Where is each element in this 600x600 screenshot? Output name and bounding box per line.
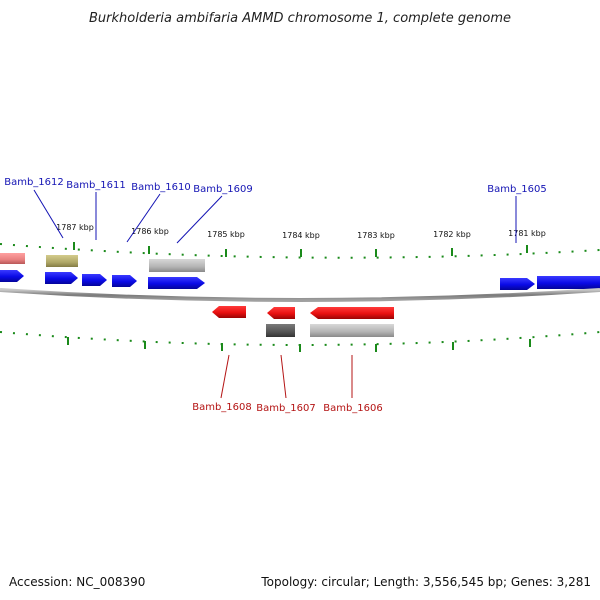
cds-bamb-1611[interactable] xyxy=(82,274,107,286)
forward-gene-labels: Bamb_1612 Bamb_1611 Bamb_1610 Bamb_1609 … xyxy=(4,177,547,195)
gene-label-bamb-1610[interactable]: Bamb_1610 xyxy=(131,182,191,193)
inner-tick-track xyxy=(0,331,600,352)
chromosome-backbone xyxy=(0,288,600,302)
cds-fwd-partial-right[interactable] xyxy=(537,276,600,289)
kbp-labels: 1787 kbp 1786 kbp 1785 kbp 1784 kbp 1783… xyxy=(56,223,546,240)
leader-bamb-1610 xyxy=(126,193,161,243)
accession-text: Accession: NC_008390 xyxy=(9,575,145,589)
leader-bamb-1607 xyxy=(280,354,287,399)
kbp-label-1784: 1784 kbp xyxy=(282,231,320,240)
kbp-label-1782: 1782 kbp xyxy=(433,230,471,239)
cds-bamb-1608[interactable] xyxy=(212,306,246,318)
topology-summary-text: Topology: circular; Length: 3,556,545 bp… xyxy=(260,575,591,589)
kbp-label-1783: 1783 kbp xyxy=(357,231,395,240)
feature-grey-1609[interactable] xyxy=(149,259,205,272)
gene-label-bamb-1606[interactable]: Bamb_1606 xyxy=(323,403,383,414)
kbp-label-1785: 1785 kbp xyxy=(207,230,245,239)
outer-minor-ticks xyxy=(0,243,600,259)
leader-bamb-1608 xyxy=(220,354,230,399)
cds-bamb-1607[interactable] xyxy=(267,307,295,319)
gene-label-bamb-1611[interactable]: Bamb_1611 xyxy=(66,180,126,191)
kbp-label-1786: 1786 kbp xyxy=(131,227,169,236)
leader-bamb-1609 xyxy=(176,195,223,244)
feature-pink-partial[interactable] xyxy=(0,253,25,264)
gene-label-bamb-1609[interactable]: Bamb_1609 xyxy=(193,184,253,195)
kbp-label-1787: 1787 kbp xyxy=(56,223,94,232)
gene-label-bamb-1607[interactable]: Bamb_1607 xyxy=(256,403,316,414)
cds-bamb-1609[interactable] xyxy=(148,277,205,289)
forward-upper-features xyxy=(0,253,205,272)
cds-bamb-1612[interactable] xyxy=(45,272,78,284)
outer-tick-track xyxy=(0,242,600,259)
kbp-label-1781: 1781 kbp xyxy=(508,229,546,238)
feature-grey-1606[interactable] xyxy=(310,324,394,337)
reverse-cds-arrows xyxy=(212,306,394,319)
feature-dark-grey-1607[interactable] xyxy=(266,324,295,337)
gene-label-bamb-1612[interactable]: Bamb_1612 xyxy=(4,177,64,188)
cds-bamb-1605[interactable] xyxy=(500,278,535,290)
cds-fwd-partial-left[interactable] xyxy=(0,270,24,282)
cds-bamb-1606[interactable] xyxy=(310,307,394,319)
forward-cds-arrows xyxy=(0,270,600,290)
cds-bamb-1610[interactable] xyxy=(112,275,137,287)
map-title: Burkholderia ambifaria AMMD chromosome 1… xyxy=(89,11,511,26)
feature-olive[interactable] xyxy=(46,255,78,267)
gene-label-bamb-1605[interactable]: Bamb_1605 xyxy=(487,184,547,195)
reverse-leader-lines xyxy=(220,354,353,399)
inner-minor-ticks xyxy=(0,331,600,346)
reverse-gene-labels: Bamb_1608 Bamb_1607 Bamb_1606 xyxy=(192,402,383,414)
leader-bamb-1612 xyxy=(33,189,64,239)
gene-label-bamb-1608[interactable]: Bamb_1608 xyxy=(192,402,252,413)
reverse-lower-features xyxy=(266,324,394,337)
forward-leader-lines xyxy=(33,189,517,244)
